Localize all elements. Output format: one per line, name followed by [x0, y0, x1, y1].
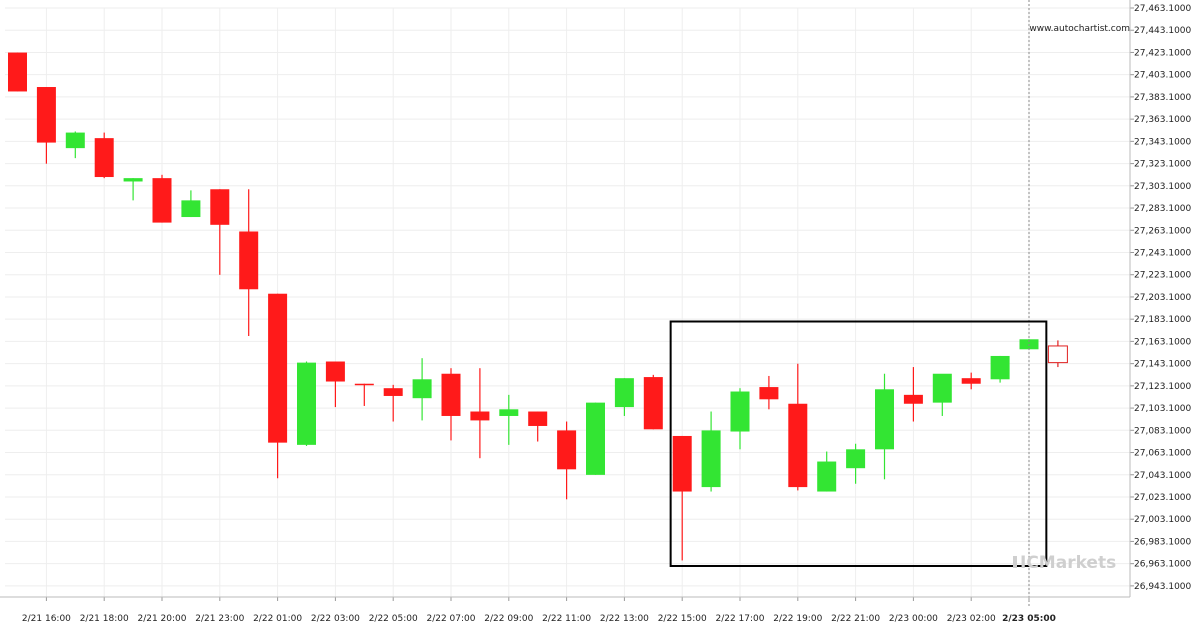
y-tick-label: 27,263.1000	[1134, 226, 1192, 236]
y-tick-label: 27,303.1000	[1134, 182, 1192, 192]
candle-body	[528, 411, 548, 426]
candle-body	[94, 138, 114, 178]
x-tick-label: 2/22 11:00	[542, 614, 591, 624]
candle-body	[586, 402, 605, 475]
candle-body	[499, 409, 519, 416]
candle-body	[990, 355, 1010, 380]
y-tick-label: 27,183.1000	[1134, 315, 1192, 325]
y-tick-label: 27,063.1000	[1134, 449, 1192, 459]
candle-body	[932, 373, 952, 403]
candle-body	[730, 391, 750, 432]
candle-body	[557, 430, 577, 470]
forecast-candle-body	[1047, 345, 1068, 364]
x-tick-label: 2/22 09:00	[484, 614, 533, 624]
candle-body	[383, 388, 403, 396]
axes: 27,463.1000 27,443.1000 27,423.1000 27,403.…	[0, 0, 1192, 624]
y-tick-label: 27,463.1000	[1134, 4, 1192, 14]
y-tick-label: 27,223.1000	[1134, 271, 1192, 281]
candle-body	[8, 52, 27, 92]
candle-body	[875, 389, 894, 450]
x-tick-label: 2/23 00:00	[889, 614, 938, 624]
y-tick-label: 27,363.1000	[1134, 115, 1192, 125]
y-tick-label: 27,283.1000	[1134, 204, 1192, 214]
y-tick-label: 27,143.1000	[1134, 360, 1192, 370]
y-tick-label: 27,083.1000	[1134, 426, 1192, 436]
candle-body	[268, 293, 288, 443]
y-tick-label: 27,043.1000	[1134, 471, 1192, 481]
candle-body	[123, 178, 143, 182]
y-tick-label: 27,163.1000	[1134, 337, 1192, 347]
y-tick-label: 27,423.1000	[1134, 48, 1192, 58]
candle-body	[614, 378, 634, 408]
x-tick-label: 2/21 16:00	[22, 614, 71, 624]
x-tick-label: 2/22 05:00	[369, 614, 418, 624]
candle-body	[152, 178, 172, 223]
candle-body	[788, 403, 808, 488]
x-tick-label: 2/22 01:00	[253, 614, 302, 624]
overlays	[669, 0, 1048, 607]
y-tick-label: 27,003.1000	[1134, 515, 1192, 525]
candle-body	[903, 394, 923, 404]
candle-body	[759, 387, 779, 400]
y-tick-label: 27,323.1000	[1134, 160, 1192, 170]
grid	[5, 7, 1130, 597]
candle-body	[210, 189, 230, 225]
candle-body	[441, 373, 461, 416]
candle-body	[701, 430, 721, 488]
pattern-rectangle	[669, 320, 1048, 567]
x-tick-label: 2/22 17:00	[715, 614, 764, 624]
x-tick-label: 2/21 18:00	[80, 614, 129, 624]
candle-body	[961, 378, 981, 384]
candle-body	[354, 383, 374, 386]
y-tick-label: 27,103.1000	[1134, 404, 1192, 414]
candle-body	[817, 461, 837, 492]
x-tick-label: 2/21 23:00	[195, 614, 244, 624]
y-tick-label: 27,123.1000	[1134, 382, 1192, 392]
candle-body	[181, 200, 201, 218]
y-tick-label: 27,403.1000	[1134, 71, 1192, 81]
y-tick-label: 27,443.1000	[1134, 26, 1192, 36]
y-tick-label: 27,203.1000	[1134, 293, 1192, 303]
candle-body	[643, 377, 663, 430]
candle-body	[297, 362, 316, 445]
candle-body	[412, 379, 432, 399]
candle-body	[672, 435, 692, 492]
x-tick-label: 2/23 02:00	[947, 614, 996, 624]
y-tick-label: 26,983.1000	[1134, 537, 1192, 547]
x-tick-label: 2/22 15:00	[658, 614, 707, 624]
y-tick-label: 27,023.1000	[1134, 493, 1192, 503]
candle-body	[65, 132, 85, 149]
y-tick-label: 27,383.1000	[1134, 93, 1192, 103]
candle-body	[325, 361, 345, 382]
candle-body	[239, 231, 259, 290]
x-tick-label: 2/22 19:00	[773, 614, 822, 624]
candles	[8, 52, 1068, 561]
candle-body	[846, 449, 866, 469]
x-tick-label: 2/22 03:00	[311, 614, 360, 624]
x-tick-label: 2/21 20:00	[137, 614, 186, 624]
watermark-url: www.autochartist.com	[1029, 24, 1130, 34]
y-tick-label: 27,243.1000	[1134, 248, 1192, 258]
y-tick-label: 26,943.1000	[1134, 582, 1192, 592]
x-tick-label: 2/22 21:00	[831, 614, 880, 624]
candle-body	[36, 87, 56, 143]
brand-logo: ICMarkets	[1013, 553, 1116, 573]
x-tick-label: 2/22 07:00	[426, 614, 475, 624]
x-tick-label: 2/22 13:00	[600, 614, 649, 624]
y-tick-label: 26,963.1000	[1134, 560, 1192, 570]
candle-body	[470, 411, 490, 421]
brand-text: ICMarkets	[1020, 553, 1116, 573]
x-tick-label: 2/23 05:00	[1002, 614, 1056, 624]
y-tick-label: 27,343.1000	[1134, 137, 1192, 147]
